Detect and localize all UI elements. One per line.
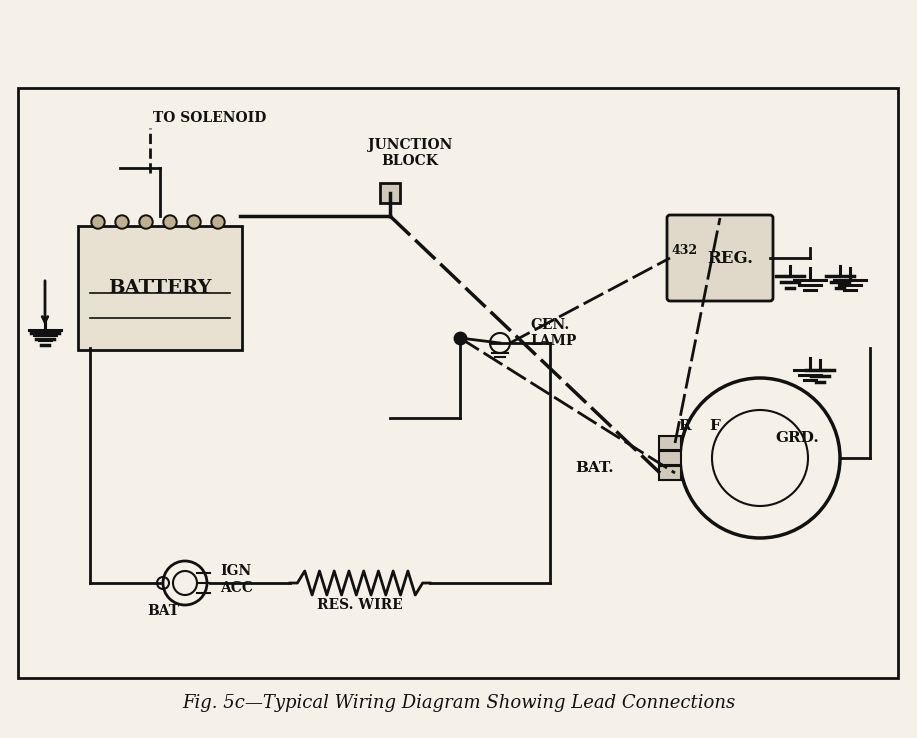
Circle shape [163, 215, 177, 229]
Text: BATTERY: BATTERY [108, 279, 212, 297]
Text: ACC: ACC [220, 581, 253, 595]
Circle shape [187, 215, 201, 229]
Circle shape [115, 215, 129, 229]
Circle shape [189, 217, 199, 227]
Text: RES. WIRE: RES. WIRE [317, 598, 403, 612]
FancyBboxPatch shape [659, 436, 681, 450]
Text: BAT.: BAT. [576, 461, 614, 475]
FancyBboxPatch shape [659, 451, 681, 465]
Text: F: F [710, 419, 721, 433]
Text: REG.: REG. [707, 249, 753, 266]
Text: GRD.: GRD. [775, 431, 819, 445]
Text: BAT: BAT [147, 604, 179, 618]
Circle shape [165, 217, 175, 227]
Circle shape [139, 215, 153, 229]
Text: TO SOLENOID: TO SOLENOID [153, 111, 267, 125]
Text: GEN.
LAMP: GEN. LAMP [530, 318, 577, 348]
Text: Fig. 5c—Typical Wiring Diagram Showing Lead Connections: Fig. 5c—Typical Wiring Diagram Showing L… [182, 694, 735, 712]
Circle shape [211, 215, 225, 229]
Circle shape [91, 215, 105, 229]
Text: R: R [679, 419, 691, 433]
Circle shape [213, 217, 223, 227]
FancyBboxPatch shape [78, 226, 242, 350]
Circle shape [117, 217, 127, 227]
Text: IGN: IGN [220, 564, 251, 578]
FancyBboxPatch shape [380, 183, 400, 203]
Circle shape [93, 217, 103, 227]
FancyBboxPatch shape [659, 466, 681, 480]
FancyBboxPatch shape [667, 215, 773, 301]
Text: JUNCTION
BLOCK: JUNCTION BLOCK [368, 138, 452, 168]
Circle shape [141, 217, 151, 227]
Text: 432: 432 [672, 244, 698, 257]
